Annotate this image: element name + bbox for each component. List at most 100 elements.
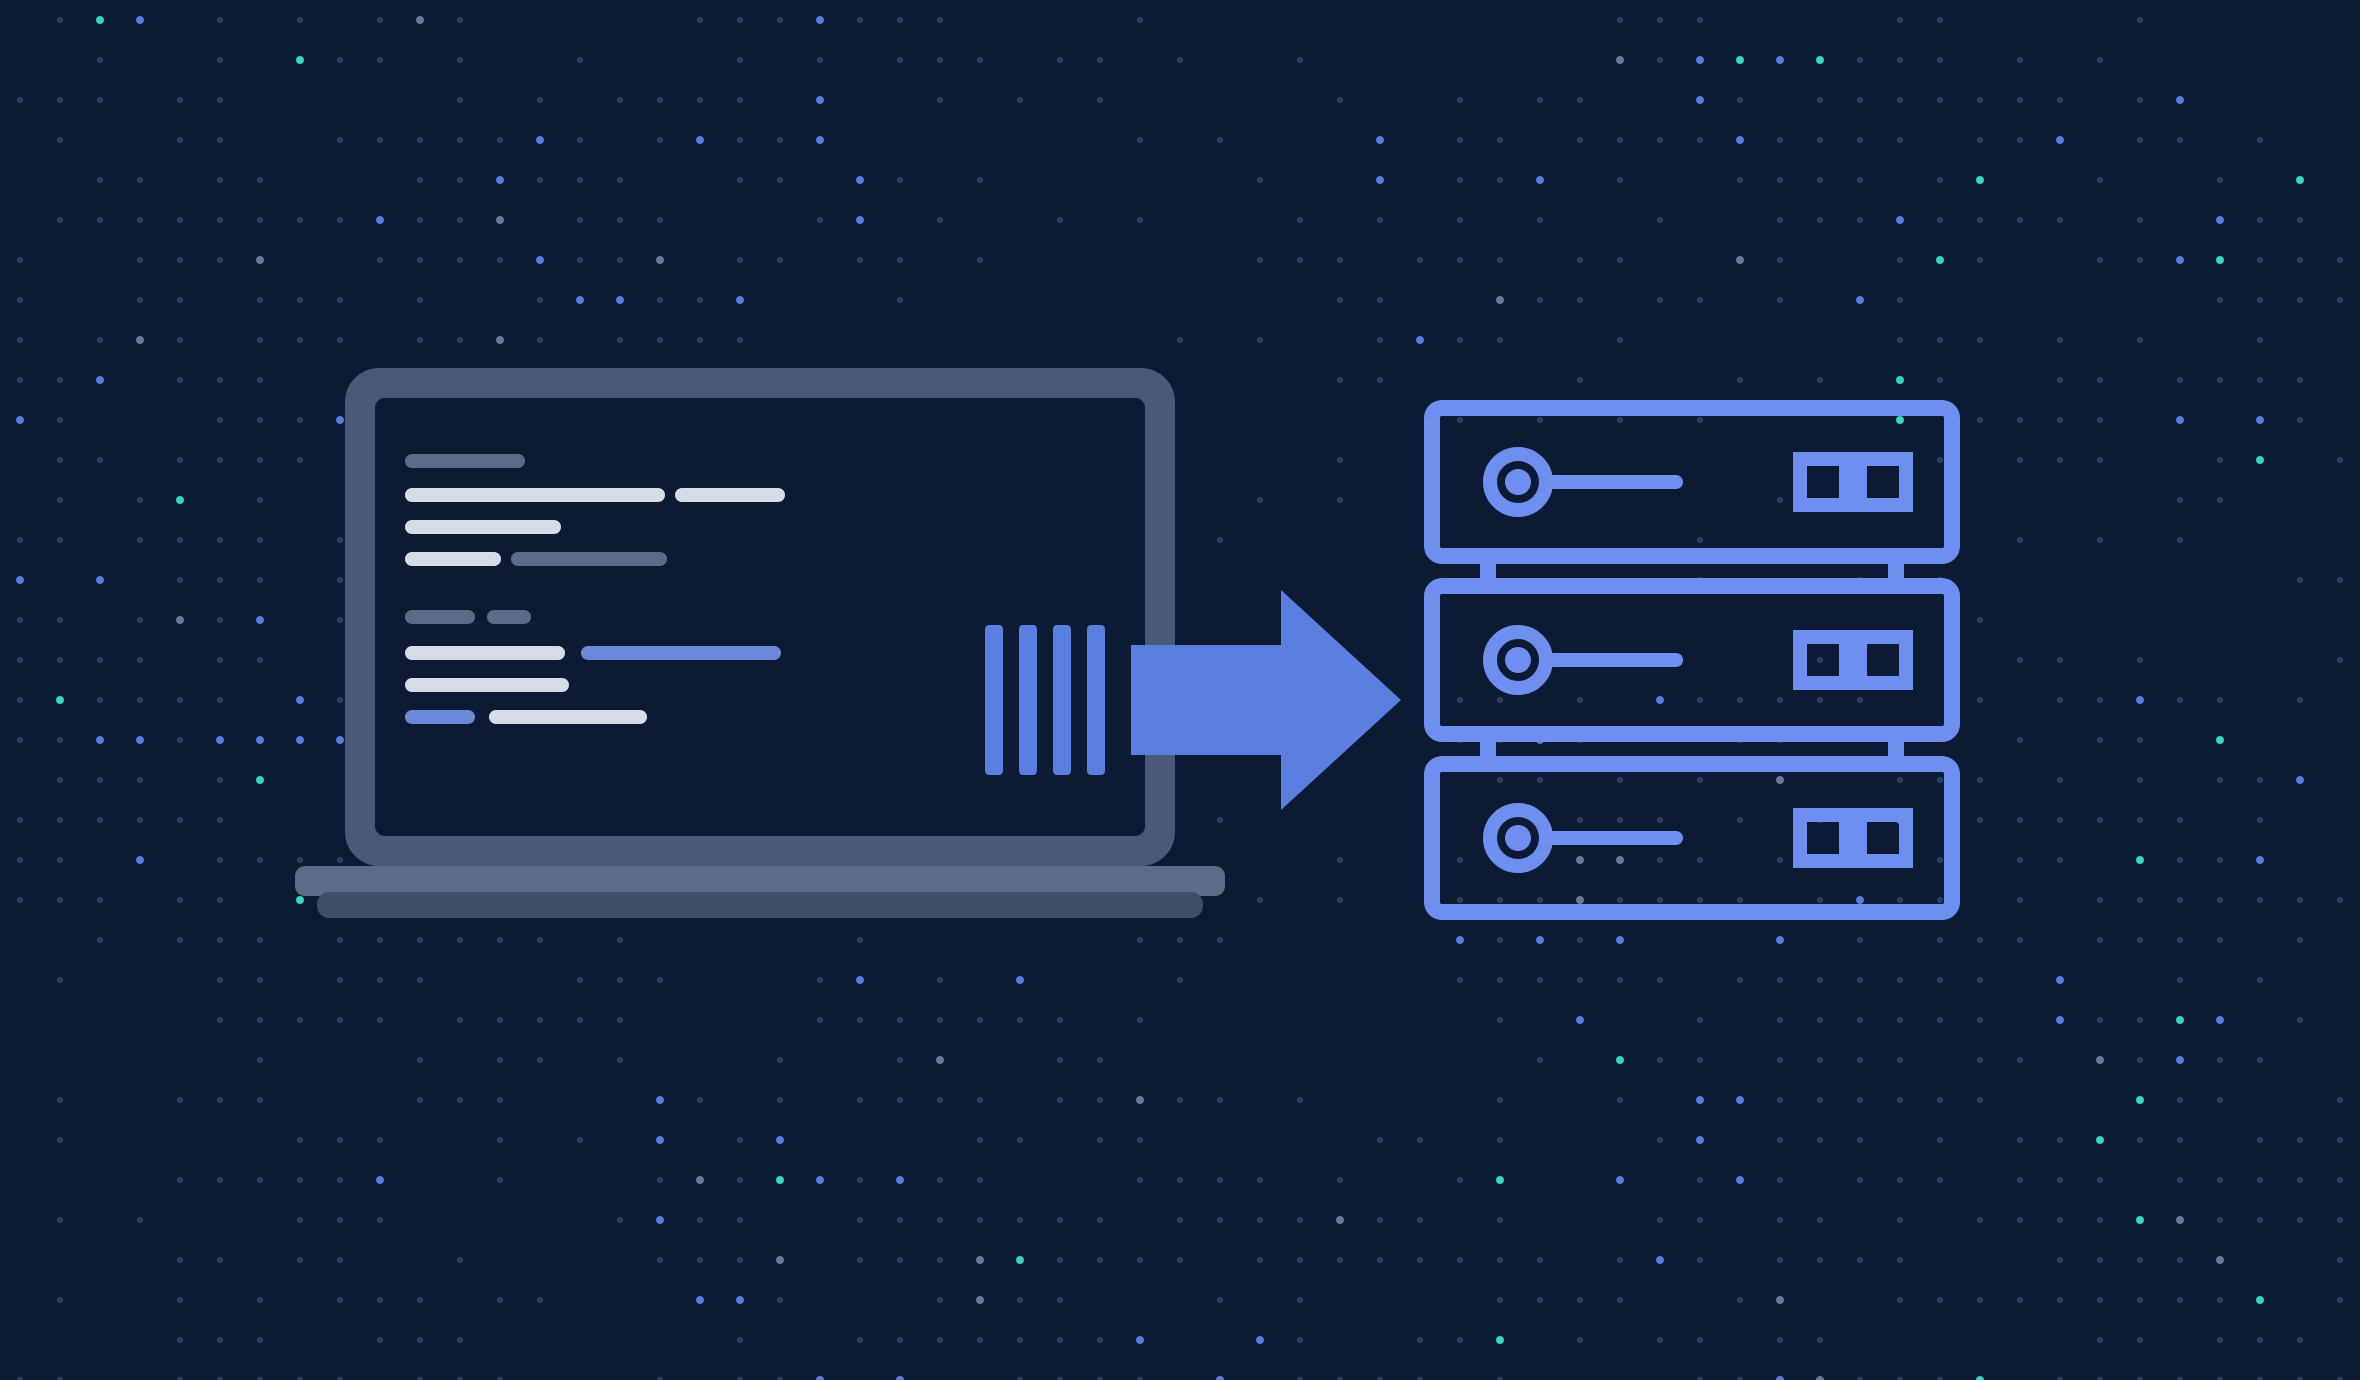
grid-dot [2097, 57, 2103, 63]
grid-dot [2337, 577, 2343, 583]
grid-dot [297, 1257, 303, 1263]
grid-dot [177, 337, 183, 343]
grid-dot [2057, 1177, 2063, 1183]
grid-dot [17, 897, 23, 903]
grid-dot [1777, 697, 1783, 703]
grid-dot [1177, 57, 1183, 63]
grid-dot [1617, 1257, 1623, 1263]
grid-dot [16, 576, 24, 584]
grid-dot [2177, 857, 2183, 863]
grid-dot [1617, 1297, 1623, 1303]
grid-dot [257, 377, 263, 383]
grid-dot [177, 1177, 183, 1183]
grid-dot [656, 1136, 664, 1144]
grid-dot [1736, 136, 1744, 144]
grid-dot [1137, 137, 1143, 143]
grid-dot [1977, 337, 1983, 343]
grid-dot [57, 377, 63, 383]
grid-dot [1977, 617, 1983, 623]
grid-dot [1657, 977, 1663, 983]
grid-dot [1017, 1217, 1023, 1223]
grid-dot [1097, 1337, 1103, 1343]
grid-dot [57, 977, 63, 983]
grid-dot [497, 937, 503, 943]
grid-dot [937, 1017, 943, 1023]
grid-dot [657, 1177, 663, 1183]
grid-dot [1776, 1296, 1784, 1304]
grid-dot [737, 1137, 743, 1143]
grid-dot [697, 1097, 703, 1103]
grid-dot [496, 336, 504, 344]
grid-dot [217, 177, 223, 183]
grid-dot [2216, 736, 2224, 744]
grid-dot [1017, 1337, 1023, 1343]
grid-dot [1497, 1017, 1503, 1023]
grid-dot [57, 657, 63, 663]
grid-dot [1977, 417, 1983, 423]
grid-dot [1977, 217, 1983, 223]
grid-dot [137, 817, 143, 823]
grid-dot [1457, 1337, 1463, 1343]
grid-dot [697, 337, 703, 343]
grid-dot [2097, 697, 2103, 703]
grid-dot [2017, 1217, 2023, 1223]
grid-dot [2216, 1016, 2224, 1024]
grid-dot [1777, 1177, 1783, 1183]
grid-dot [297, 1137, 303, 1143]
grid-dot [177, 97, 183, 103]
grid-dot [1937, 1297, 1943, 1303]
grid-dot [577, 1137, 583, 1143]
grid-dot [296, 56, 304, 64]
grid-dot [737, 137, 743, 143]
grid-dot [17, 817, 23, 823]
grid-dot [736, 1296, 744, 1304]
grid-dot [57, 497, 63, 503]
grid-dot [57, 417, 63, 423]
grid-dot [217, 457, 223, 463]
grid-dot [1137, 217, 1143, 223]
grid-dot [2217, 857, 2223, 863]
grid-dot [857, 1017, 863, 1023]
grid-dot [1457, 217, 1463, 223]
grid-dot [1737, 977, 1743, 983]
grid-dot [257, 977, 263, 983]
grid-dot [1497, 697, 1503, 703]
grid-dot [1776, 936, 1784, 944]
grid-dot [2097, 1017, 2103, 1023]
grid-dot [2177, 817, 2183, 823]
grid-dot [1897, 297, 1903, 303]
grid-dot [1897, 1017, 1903, 1023]
grid-dot [2217, 897, 2223, 903]
grid-dot [136, 856, 144, 864]
grid-dot [417, 1057, 423, 1063]
grid-dot [1577, 97, 1583, 103]
grid-dot [937, 1297, 943, 1303]
grid-dot [17, 97, 23, 103]
grid-dot [57, 137, 63, 143]
grid-dot [2097, 177, 2103, 183]
grid-dot [897, 1337, 903, 1343]
grid-dot [1696, 1136, 1704, 1144]
grid-dot [1577, 1297, 1583, 1303]
grid-dot [57, 17, 63, 23]
grid-dot [897, 57, 903, 63]
grid-dot [1377, 1257, 1383, 1263]
grid-dot [177, 1337, 183, 1343]
grid-dot [217, 1257, 223, 1263]
grid-dot [1137, 17, 1143, 23]
grid-dot [2217, 1097, 2223, 1103]
grid-dot [1497, 977, 1503, 983]
grid-dot [2337, 457, 2343, 463]
grid-dot [2297, 257, 2303, 263]
grid-dot [217, 657, 223, 663]
grid-dot [1496, 296, 1504, 304]
grid-dot [1137, 1137, 1143, 1143]
grid-dot [1857, 1097, 1863, 1103]
grid-dot [657, 1257, 663, 1263]
grid-dot [577, 217, 583, 223]
grid-dot [1137, 1177, 1143, 1183]
grid-dot [1777, 257, 1783, 263]
grid-dot [337, 577, 343, 583]
grid-dot [1617, 897, 1623, 903]
grid-dot [1857, 1057, 1863, 1063]
